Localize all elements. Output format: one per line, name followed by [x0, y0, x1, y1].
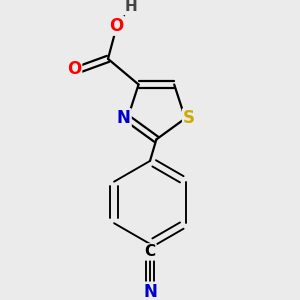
Text: C: C [144, 244, 156, 260]
Text: S: S [183, 110, 195, 128]
Text: O: O [67, 60, 81, 78]
Text: O: O [109, 16, 123, 34]
Text: N: N [117, 110, 130, 128]
Text: H: H [124, 0, 137, 14]
Text: N: N [143, 283, 157, 300]
